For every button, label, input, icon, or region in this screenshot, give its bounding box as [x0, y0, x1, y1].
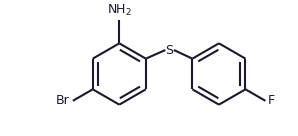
Text: S: S [165, 44, 173, 57]
Text: NH$_2$: NH$_2$ [107, 3, 132, 18]
Text: F: F [267, 94, 274, 107]
Text: Br: Br [56, 94, 70, 107]
